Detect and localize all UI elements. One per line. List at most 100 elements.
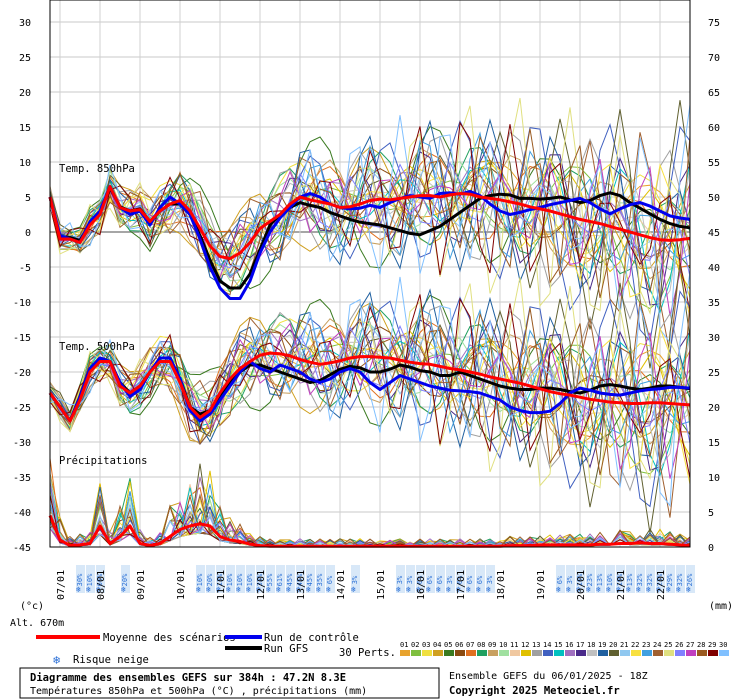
right-tick-label: 30 — [708, 333, 720, 344]
date-label: 22/01 — [656, 570, 667, 600]
pert-number: 27 — [686, 641, 694, 649]
pert-number: 10 — [499, 641, 507, 649]
snow-risk-cell — [656, 565, 665, 593]
legend: Moyenne des scénarios Run de contrôle Ru… — [36, 632, 729, 667]
perturbation-line — [49, 104, 691, 344]
snow-risk-label: 45% — [306, 573, 314, 586]
plot-frame — [49, 0, 691, 548]
snow-risk-label: 10% — [606, 573, 614, 586]
snow-risk-cell — [586, 565, 595, 593]
snow-risk-cell — [256, 565, 265, 593]
snow-risk-cell — [476, 565, 485, 593]
pert-swatch — [499, 650, 509, 656]
right-tick-label: 45 — [708, 228, 720, 239]
snowflake-icon: ❄ — [476, 585, 481, 594]
panel-label-t850: Temp. 850hPa — [59, 163, 135, 175]
pert-number: 23 — [642, 641, 650, 649]
snowflake-icon: ❄ — [196, 585, 201, 594]
snow-risk-cell — [236, 565, 245, 593]
snowflake-icon: ❄ — [306, 585, 311, 594]
perturbation-line — [49, 155, 691, 318]
snow-risk-cell — [666, 565, 675, 593]
pert-swatch — [675, 650, 685, 656]
snow-risk-cell — [686, 565, 695, 593]
snowflake-icon: ❄ — [216, 585, 221, 594]
perturbation-line — [49, 128, 691, 299]
snow-risk-cell — [206, 565, 215, 593]
snowflake-icon: ❄ — [456, 585, 461, 594]
left-tick-label: -40 — [13, 508, 31, 519]
left-tick-label: 25 — [19, 53, 31, 64]
series-line-precip — [48, 514, 691, 548]
pert-number: 21 — [620, 641, 628, 649]
snow-risk-label: 10% — [86, 573, 94, 586]
right-tick-label: 55 — [708, 158, 720, 169]
pert-swatch — [609, 650, 619, 656]
snow-risk-label: 6% — [476, 575, 484, 584]
perturbation-line — [49, 100, 691, 369]
snowflake-icon: ❄ — [296, 585, 301, 594]
right-tick-label: 10 — [708, 473, 720, 484]
pert-number: 18 — [587, 641, 595, 649]
snowflake-icon: ❄ — [96, 585, 101, 594]
pert-swatch — [521, 650, 531, 656]
snowflake-icon: ❄ — [566, 585, 571, 594]
snowflake-icon: ❄ — [586, 585, 591, 594]
pert-number: 03 — [422, 641, 430, 649]
perturbation-line — [49, 321, 691, 438]
snowflake-icon: ❄ — [316, 585, 321, 594]
left-tick-label: -10 — [13, 298, 31, 309]
snow-risk-cell — [606, 565, 615, 593]
snowflake-icon: ❄ — [606, 585, 611, 594]
pert-swatch — [422, 650, 432, 656]
series-line-t500 — [48, 356, 691, 423]
snow-risk-cell — [616, 565, 625, 593]
snow-risk-label: 60% — [96, 573, 104, 586]
left-tick-label: -25 — [13, 403, 31, 414]
date-label: 20/01 — [576, 570, 587, 600]
snow-risk-cell — [456, 565, 465, 593]
snowflake-icon: ❄ — [86, 585, 91, 594]
right-tick-label: 75 — [708, 18, 720, 29]
snowflake-icon: ❄ — [576, 585, 581, 594]
pert-swatch — [565, 650, 575, 656]
snowflake-icon: ❄ — [426, 585, 431, 594]
date-label: 17/01 — [456, 570, 467, 600]
snow-risk-label: 45% — [296, 573, 304, 586]
snow-risk-cell — [576, 565, 585, 593]
snow-risk-cell — [76, 565, 85, 593]
perturbation-line — [49, 322, 691, 479]
pert-swatch — [444, 650, 454, 656]
pert-swatch — [455, 650, 465, 656]
snowflake-icon: ❄ — [76, 585, 81, 594]
snow-risk-label: 30% — [76, 573, 84, 586]
snowflake-icon: ❄ — [596, 585, 601, 594]
snow-risk-label: 20% — [206, 573, 214, 586]
perturbation-line — [49, 158, 691, 316]
pert-number: 20 — [609, 641, 617, 649]
snowflake-icon: ❄ — [246, 585, 251, 594]
snow-risk-label: 3% — [446, 575, 454, 584]
pert-number: 30 — [719, 641, 727, 649]
snowflake-icon: ❄ — [256, 585, 261, 594]
left-tick-label: 5 — [25, 193, 31, 204]
snow-risk-label: 32% — [676, 573, 684, 586]
snowflake-icon: ❄ — [436, 585, 441, 594]
right-tick-label: 60 — [708, 123, 720, 134]
pert-swatch — [532, 650, 542, 656]
snow-risk-cell — [86, 565, 95, 593]
snowflake-icon: ❄ — [276, 585, 281, 594]
snowflake-icon: ❄ — [416, 585, 421, 594]
snow-risk-label: 61% — [276, 573, 284, 586]
pert-swatch — [719, 650, 729, 656]
snow-risk-cell — [326, 565, 335, 593]
snow-risk-label: 32% — [646, 573, 654, 586]
snow-risk-label: 32% — [636, 573, 644, 586]
snow-risk-cell — [416, 565, 425, 593]
pert-number: 04 — [433, 641, 441, 649]
snow-risk-label: 32% — [256, 573, 264, 586]
date-labels: 07/01 08/01 09/01 10/01 11/01 12/01 13/01 14/01… — [56, 570, 667, 600]
snow-risk-row: 30%❄10%❄60%❄20%❄10%❄20%❄13%❄10%❄10%❄10%❄… — [76, 565, 695, 594]
snow-risk-cell — [196, 565, 205, 593]
